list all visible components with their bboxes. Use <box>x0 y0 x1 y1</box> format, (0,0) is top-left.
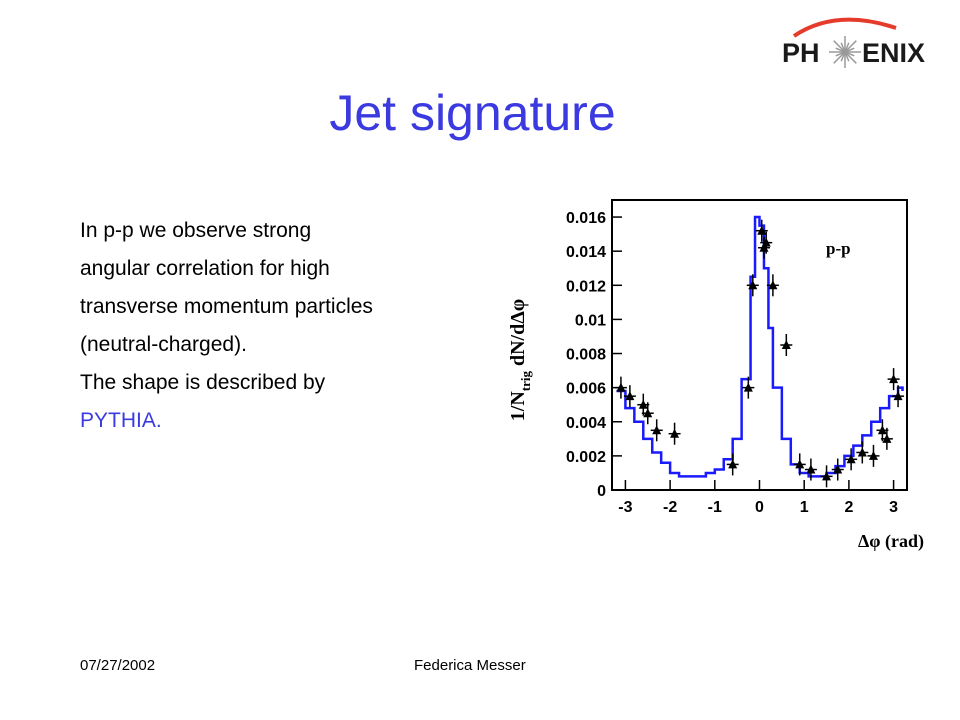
data-point <box>650 419 663 442</box>
y-axis-label-main: 1/N <box>507 391 529 422</box>
y-axis-label: 1/Ntrig dN/dΔφ <box>507 299 533 421</box>
slide-title: Jet signature <box>329 85 616 141</box>
y-tick-label: 0.014 <box>566 244 606 261</box>
histogram-line <box>616 215 904 478</box>
body-line-4: (neutral-charged). <box>80 333 247 356</box>
x-tick-label: 0 <box>755 499 764 516</box>
data-point <box>820 465 833 488</box>
data-point <box>780 334 793 356</box>
x-tick-label: 3 <box>889 499 898 516</box>
pythia-histogram <box>616 215 904 478</box>
body-text: In p-p we observe strong angular correla… <box>80 212 500 440</box>
data-point <box>641 402 654 425</box>
body-line-2: angular correlation for high <box>80 257 330 280</box>
data-point <box>760 231 773 254</box>
y-tick-label: 0.006 <box>566 381 606 398</box>
data-point <box>856 441 869 464</box>
y-tick-label: 0.012 <box>566 278 606 295</box>
logo-arc <box>792 17 897 38</box>
data-point <box>831 458 844 481</box>
data-point <box>892 385 905 408</box>
logo-star-ray <box>833 51 846 64</box>
data-point <box>845 448 858 471</box>
x-tick-label: 1 <box>800 499 809 516</box>
logo-star-ray <box>844 51 857 64</box>
logo-star-icon <box>829 36 861 68</box>
data-point <box>623 385 636 408</box>
data-point <box>614 376 627 399</box>
data-point <box>726 453 739 476</box>
y-tick-label: 0.002 <box>566 449 606 466</box>
x-axis-ticks: -3 -2 -1 0 1 2 3 <box>618 480 898 516</box>
x-tick-label: -2 <box>663 499 677 516</box>
x-tick-label: 2 <box>844 499 853 516</box>
phenix-logo: PH ENIX <box>782 17 925 68</box>
y-tick-label: 0.008 <box>566 347 606 364</box>
logo-star-ray <box>833 40 846 53</box>
y-tick-label: 0.016 <box>566 210 606 227</box>
data-point <box>793 453 806 476</box>
y-axis-label-sub: trig <box>518 371 533 392</box>
body-line-pythia: PYTHIA. <box>80 409 162 432</box>
y-tick-label: 0.01 <box>575 312 606 329</box>
footer-date: 07/27/2002 <box>80 657 156 674</box>
data-point <box>755 219 768 242</box>
plot-annotation: p-p <box>826 239 851 258</box>
data-point <box>746 274 759 297</box>
data-point <box>804 458 817 481</box>
y-axis-label-rest: dN/dΔφ <box>507 299 529 371</box>
data-point <box>668 422 681 445</box>
logo-star-ray <box>844 40 857 53</box>
data-point <box>887 368 900 391</box>
logo-star-ray <box>844 47 855 53</box>
x-axis-label: Δφ (rad) <box>858 531 924 552</box>
data-point <box>867 444 880 467</box>
correlation-plot: 0 0.002 0.004 0.006 0.008 0.01 0.012 0.014 0.016… <box>507 199 924 552</box>
y-axis-ticks: 0 0.002 0.004 0.006 0.008 0.01 0.012 0.014 0.016 <box>566 210 622 500</box>
y-tick-label: 0 <box>597 483 606 500</box>
y-tick-label: 0.004 <box>566 415 606 432</box>
logo-text-right: ENIX <box>862 38 925 68</box>
x-tick-label: -3 <box>618 499 632 516</box>
data-point <box>742 376 755 399</box>
x-tick-label: -1 <box>708 499 722 516</box>
footer-author: Federica Messer <box>414 657 526 674</box>
data-point <box>757 236 770 259</box>
body-line-5: The shape is described by <box>80 371 326 394</box>
body-line-1: In p-p we observe strong <box>80 219 312 242</box>
body-line-3: transverse momentum particles <box>80 295 373 318</box>
logo-text-left: PH <box>782 38 820 68</box>
data-point <box>880 427 893 450</box>
data-point <box>766 274 779 297</box>
data-points <box>614 219 905 488</box>
